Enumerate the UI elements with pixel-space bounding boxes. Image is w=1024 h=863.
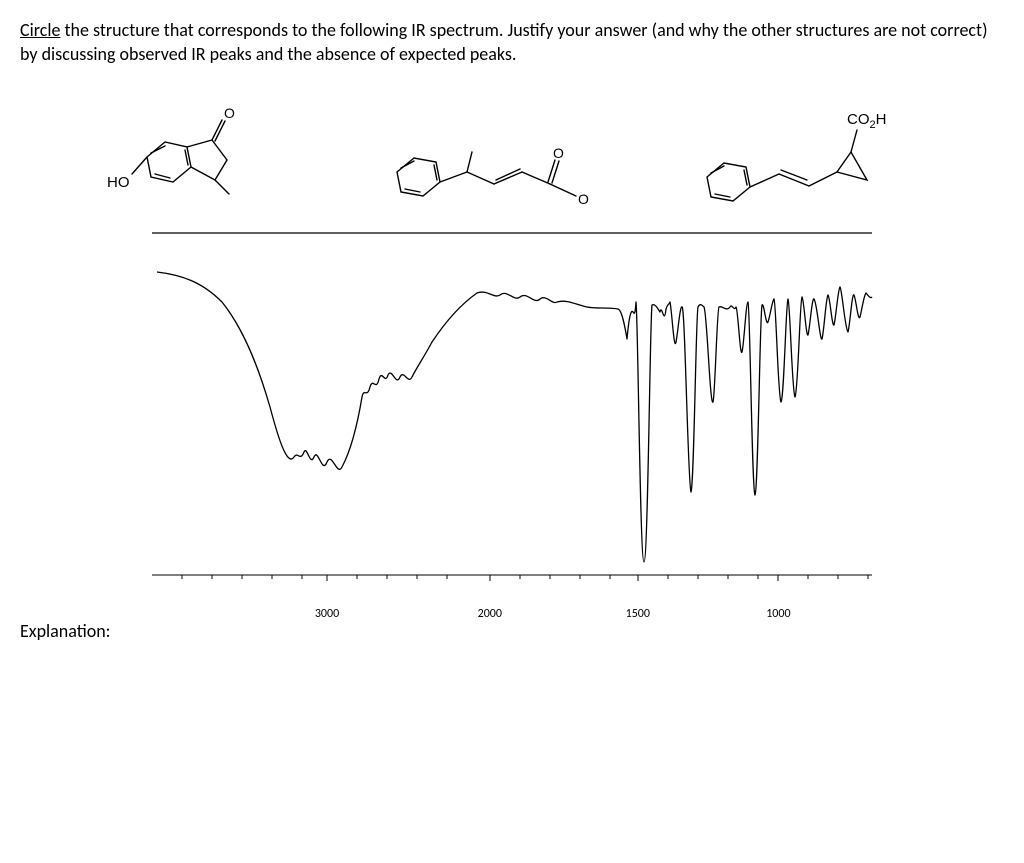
tick-labels: 3000 2000 1500 1000	[142, 607, 882, 625]
tick-2000: 2000	[478, 607, 502, 621]
structure-1: O HO	[107, 92, 317, 222]
s3-co2h-h: H	[875, 111, 886, 128]
tick-3000: 3000	[315, 607, 339, 621]
s1-o-label: O	[224, 105, 235, 121]
axis-ticks	[182, 575, 868, 581]
svg-text:CO2H: CO2H	[847, 111, 886, 131]
question-text: Circle the structure that corresponds to…	[20, 18, 1004, 67]
circle-word: Circle	[20, 19, 60, 41]
s2-o2-label: O	[578, 191, 589, 207]
structures-row: O HO	[20, 87, 1004, 222]
ir-spectrum: 3000 2000 1500 1000	[142, 227, 882, 607]
structure-2: O O	[372, 102, 632, 222]
spectrum-trace	[157, 272, 872, 562]
tick-1500: 1500	[626, 607, 650, 621]
s2-o1-label: O	[553, 145, 564, 161]
s3-co2h-co: CO	[847, 111, 870, 128]
question-rest: the structure that corresponds to the fo…	[20, 19, 988, 65]
spectrum-container: 3000 2000 1500 1000	[20, 227, 1004, 607]
tick-1000: 1000	[766, 607, 790, 621]
s1-ho-label: HO	[107, 174, 130, 191]
explanation-label: Explanation:	[20, 620, 111, 642]
structure-3: CO2H	[687, 82, 897, 222]
